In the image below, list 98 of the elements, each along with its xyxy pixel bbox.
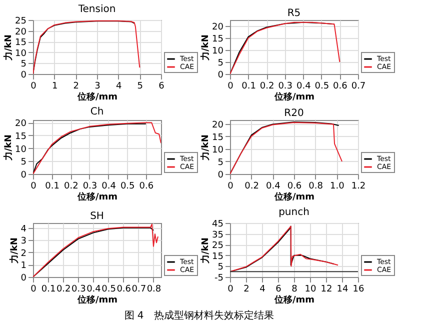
x-tick-label: 0.6 bbox=[333, 82, 348, 92]
x-tick-label: 8 bbox=[292, 284, 298, 294]
y-tick-label: 45 bbox=[212, 220, 224, 230]
x-tick-label: 0 bbox=[228, 82, 234, 92]
y-tick-label: -5 bbox=[214, 274, 224, 284]
y-tick-label: 15 bbox=[212, 34, 224, 44]
y-tick-label: 5 bbox=[218, 158, 224, 168]
y-tick-label: 5 bbox=[218, 262, 224, 273]
x-tick-label: 2 bbox=[244, 284, 250, 294]
y-tick-label: 25 bbox=[212, 241, 224, 252]
y-axis-title: 力/kN bbox=[200, 238, 212, 264]
x-tick-label: 0 bbox=[30, 284, 37, 294]
x-tick-label: 0.2 bbox=[64, 182, 78, 192]
y-tick-label: 0 bbox=[20, 170, 27, 180]
x-tick-label: 0.4 bbox=[296, 82, 312, 92]
x-tick-label: 1.2 bbox=[351, 182, 366, 192]
x-tick-label: 0.6 bbox=[139, 182, 154, 192]
y-tick-label: 1 bbox=[20, 261, 26, 272]
x-tick-label: 0.7 bbox=[132, 284, 146, 294]
x-axis-title: 位移/mm bbox=[273, 192, 315, 202]
x-tick-label: 4 bbox=[260, 284, 266, 294]
x-tick-label: 0.6 bbox=[116, 284, 132, 294]
y-tick-label: 10 bbox=[15, 144, 27, 155]
chart-title: R5 bbox=[287, 8, 301, 19]
x-tick-label: 0.2 bbox=[244, 182, 259, 192]
x-tick-label: 0.8 bbox=[146, 284, 162, 294]
y-tick-label: 20 bbox=[15, 27, 27, 38]
y-tick-label: 5 bbox=[20, 60, 26, 70]
y-axis-title: 力/kN bbox=[8, 238, 20, 264]
y-tick-label: 15 bbox=[212, 132, 224, 143]
x-tick-label: 12 bbox=[320, 284, 332, 294]
chart-title: Ch bbox=[90, 106, 104, 118]
y-tick-label: 35 bbox=[212, 230, 224, 240]
y-tick-label: 2 bbox=[20, 248, 26, 259]
x-tick-label: 0.1 bbox=[41, 284, 56, 294]
x-tick-label: 6 bbox=[158, 82, 165, 92]
x-tick-label: 1.0 bbox=[330, 182, 345, 192]
x-tick-label: 3 bbox=[94, 82, 100, 92]
x-axis-title: 位移/mm bbox=[76, 294, 118, 306]
x-tick-label: 0.6 bbox=[287, 182, 302, 192]
y-tick-label: 0 bbox=[218, 70, 224, 80]
x-tick-label: 0 bbox=[30, 182, 37, 192]
x-tick-label: 0 bbox=[228, 284, 234, 294]
y-tick-label: 15 bbox=[15, 132, 26, 142]
x-tick-label: 14 bbox=[336, 284, 348, 294]
x-axis-title: 位移/mm bbox=[76, 192, 118, 202]
y-tick-label: 15 bbox=[15, 38, 26, 48]
x-tick-label: 2 bbox=[73, 82, 80, 92]
y-axis-title: 力/kN bbox=[3, 134, 14, 162]
x-axis-title: 位移/mm bbox=[76, 92, 118, 102]
y-tick-label: 20 bbox=[212, 22, 224, 32]
y-tick-label: 5 bbox=[218, 58, 224, 68]
x-tick-label: 0.3 bbox=[278, 82, 293, 92]
x-tick-label: 16 bbox=[352, 284, 364, 294]
x-tick-label: 0.8 bbox=[308, 182, 324, 192]
x-tick-label: 0.2 bbox=[260, 82, 274, 92]
x-tick-label: 0.4 bbox=[266, 182, 281, 192]
x-axis-title: 位移/mm bbox=[273, 294, 315, 306]
y-tick-label: 0 bbox=[20, 274, 27, 284]
y-tick-label: 20 bbox=[212, 120, 224, 130]
y-tick-label: 20 bbox=[15, 119, 27, 130]
x-tick-label: 4 bbox=[116, 82, 122, 92]
x-tick-label: 0.5 bbox=[314, 82, 330, 92]
x-tick-label: 10 bbox=[304, 284, 316, 294]
x-tick-label: 0.1 bbox=[45, 182, 60, 192]
x-tick-label: 0 bbox=[228, 182, 234, 192]
x-tick-label: 0.5 bbox=[102, 284, 116, 294]
x-tick-label: 0.4 bbox=[102, 182, 116, 192]
chart-title: R20 bbox=[284, 108, 304, 119]
x-tick-label: 0.5 bbox=[120, 182, 135, 192]
y-axis-title: 力/kN bbox=[200, 134, 212, 162]
y-tick-label: 10 bbox=[212, 46, 224, 56]
x-tick-label: 0.4 bbox=[86, 284, 102, 294]
y-tick-label: 4 bbox=[20, 224, 27, 234]
y-tick-label: 0 bbox=[218, 170, 224, 180]
y-axis-title: 力/kN bbox=[200, 34, 212, 62]
y-tick-label: 5 bbox=[20, 158, 26, 168]
x-tick-label: 0.2 bbox=[56, 284, 71, 294]
x-tick-label: 0.3 bbox=[82, 182, 98, 192]
x-tick-label: 0.7 bbox=[351, 82, 366, 92]
x-tick-label: 0.3 bbox=[72, 284, 86, 294]
y-tick-label: 0 bbox=[20, 70, 27, 80]
chart-title: punch bbox=[278, 207, 310, 218]
x-tick-label: 5 bbox=[137, 82, 144, 92]
y-tick-label: 10 bbox=[15, 48, 27, 59]
y-tick-label: 3 bbox=[20, 236, 26, 247]
x-tick-label: 0 bbox=[30, 82, 37, 92]
y-tick-label: 10 bbox=[212, 145, 224, 156]
chart-title: SH bbox=[90, 211, 104, 222]
x-axis-title: 位移/mm bbox=[273, 92, 315, 102]
chart-title: Tension bbox=[77, 4, 116, 15]
x-tick-label: 0.1 bbox=[242, 82, 256, 92]
caption: 图 4 热成型钢材料失效标定结果 bbox=[124, 310, 274, 322]
x-tick-label: 1 bbox=[52, 82, 58, 92]
y-axis-title: 力/kN bbox=[3, 34, 14, 62]
x-tick-label: 6 bbox=[276, 284, 282, 294]
y-tick-label: 25 bbox=[15, 16, 26, 26]
y-tick-label: 15 bbox=[212, 252, 224, 262]
